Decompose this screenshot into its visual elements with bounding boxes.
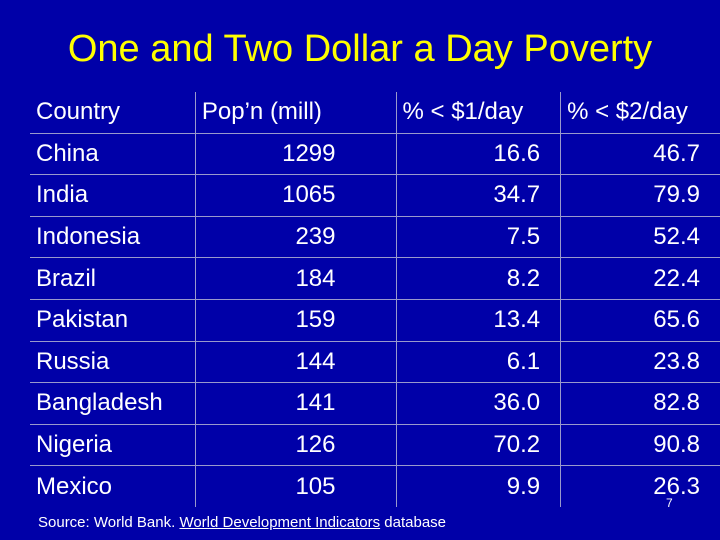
cell-population: 141 — [195, 382, 397, 425]
cell-pct-under-2: 90.8 — [560, 424, 720, 467]
header-pct-under-1: % < $1/day — [396, 92, 562, 134]
cell-population: 159 — [195, 299, 397, 342]
cell-country: China — [30, 133, 196, 176]
header-population: Pop’n (mill) — [195, 92, 397, 134]
cell-pct-under-2: 52.4 — [560, 216, 720, 259]
source-prefix: Source: World Bank. — [38, 514, 180, 531]
source-link[interactable]: World Development Indicators — [179, 514, 381, 531]
table-row: Bangladesh 141 36.0 82.8 — [30, 382, 720, 425]
cell-country: Brazil — [30, 257, 196, 300]
cell-pct-under-1: 6.1 — [396, 341, 562, 384]
cell-pct-under-2: 26.3 — [653, 472, 700, 500]
source-suffix: database — [380, 514, 446, 531]
cell-population: 184 — [195, 257, 397, 300]
table-row: Mexico 105 9.9 26.3 — [30, 465, 720, 507]
cell-pct-under-1: 36.0 — [396, 382, 562, 425]
cell-country: Mexico — [30, 465, 196, 507]
table-row: Indonesia 239 7.5 52.4 — [30, 216, 720, 259]
cell-pct-under-1: 9.9 — [396, 465, 562, 507]
cell-country: Russia — [30, 341, 196, 384]
cell-country: Bangladesh — [30, 382, 196, 425]
header-pct-under-2: % < $2/day — [560, 92, 720, 134]
poverty-table: Country Pop’n (mill)% < $1/day% < $2/day C… — [30, 92, 720, 507]
cell-pct-under-2: 65.6 — [560, 299, 720, 342]
slide-title: One and Two Dollar a Day Poverty — [67, 28, 653, 70]
cell-pct-under-1: 7.5 — [396, 216, 562, 259]
cell-pct-under-1: 16.6 — [396, 133, 562, 176]
source-note: Source: World Bank. World Development In… — [38, 514, 446, 531]
cell-pct-under-1: 13.4 — [396, 299, 562, 342]
cell-population: 105 — [195, 465, 397, 507]
table-row: Pakistan 159 13.4 65.6 — [30, 299, 720, 342]
cell-pct-under-1: 8.2 — [396, 257, 562, 300]
cell-pct-under-2: 82.8 — [560, 382, 720, 425]
cell-population: 239 — [195, 216, 397, 259]
cell-pct-under-2: 22.4 — [560, 257, 720, 300]
table-row: Nigeria 126 70.2 90.8 — [30, 424, 720, 467]
cell-population: 126 — [195, 424, 397, 467]
table-row: India 1065 34.7 79.9 — [30, 174, 720, 217]
cell-pct-under-1: 70.2 — [396, 424, 562, 467]
cell-pct-under-1: 34.7 — [396, 174, 562, 217]
cell-country: India — [30, 174, 196, 217]
table-row: Brazil 184 8.2 22.4 — [30, 257, 720, 300]
cell-pct-under-2: 79.9 — [560, 174, 720, 217]
header-country: Country — [30, 92, 196, 134]
table-header-row: Country Pop’n (mill)% < $1/day% < $2/day — [30, 92, 720, 134]
cell-pct-under-2: 46.7 — [560, 133, 720, 176]
cell-population: 144 — [195, 341, 397, 384]
cell-pct-under-2: 23.8 — [560, 341, 720, 384]
table-row: China 1299 16.6 46.7 — [30, 133, 720, 176]
table-row: Russia 144 6.1 23.8 — [30, 341, 720, 384]
cell-country: Nigeria — [30, 424, 196, 467]
cell-population: 1299 — [195, 133, 397, 176]
cell-country: Pakistan — [30, 299, 196, 342]
cell-country: Indonesia — [30, 216, 196, 259]
cell-population: 1065 — [195, 174, 397, 217]
page-number: 7 — [666, 496, 673, 510]
